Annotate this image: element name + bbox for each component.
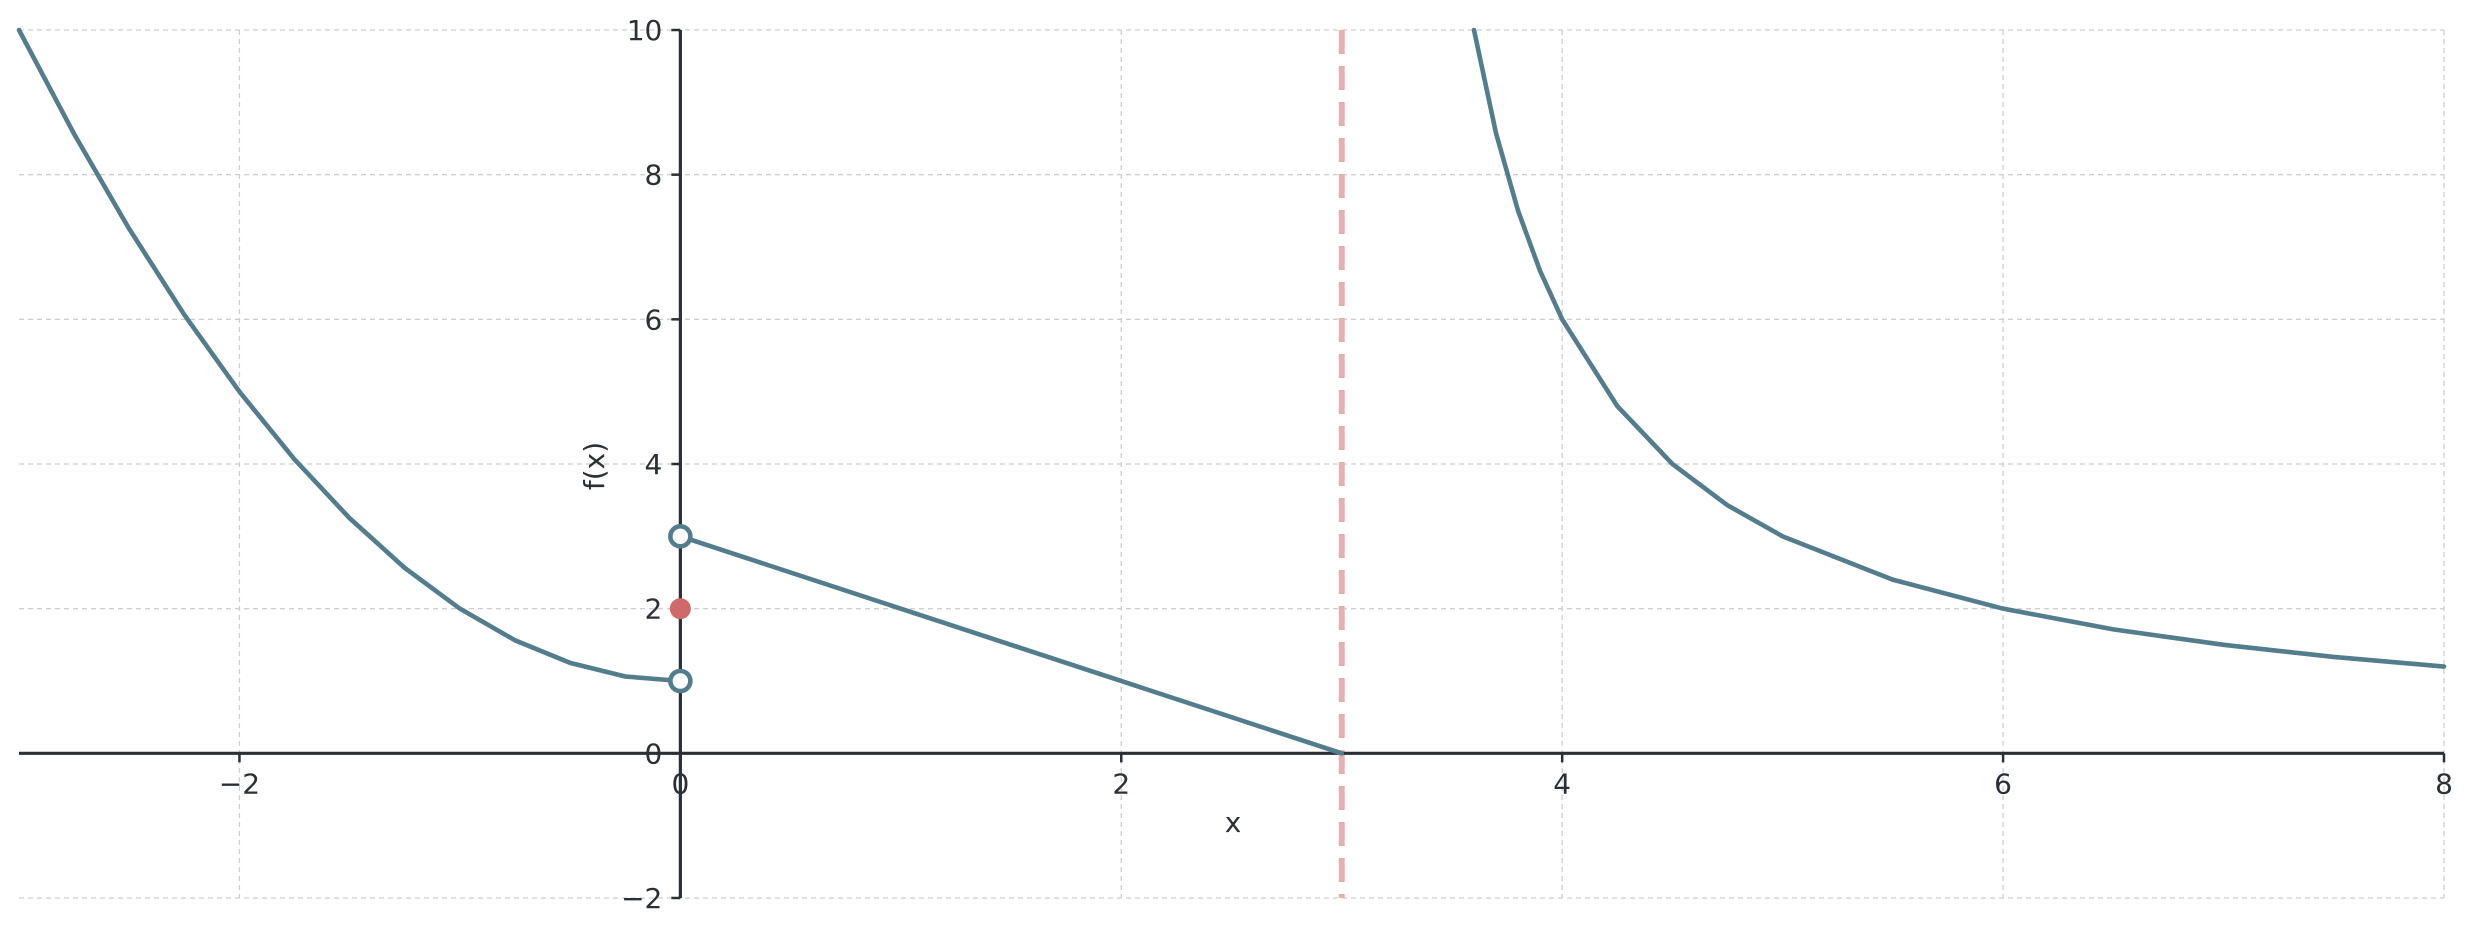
- y-tick-label: 2: [645, 593, 663, 626]
- filled-point: [669, 598, 691, 620]
- y-tick-label: 10: [627, 14, 663, 47]
- open-point: [668, 524, 693, 549]
- tick-labels: −2 0 2 4 6 8 −2 0 2 4 6 8 10: [219, 14, 2453, 915]
- y-tick-label: 6: [645, 303, 663, 336]
- open-point: [668, 668, 693, 694]
- series-line-2: [678, 534, 1345, 756]
- y-tick-label: 4: [645, 448, 663, 481]
- x-tick-label: 2: [1112, 767, 1130, 800]
- series-layer: [16, 27, 2447, 756]
- series-line-1: [16, 27, 683, 684]
- grid: [19, 29, 2445, 899]
- x-axis-label: x: [1225, 806, 1242, 839]
- x-tick-label: 8: [2435, 767, 2453, 800]
- y-tick-label: 8: [645, 159, 663, 192]
- x-tick-label: 4: [1553, 767, 1571, 800]
- axes: [19, 28, 2446, 900]
- x-tick-label: 6: [1994, 767, 2012, 800]
- y-tick-label: −2: [621, 882, 662, 915]
- points-layer: [668, 524, 693, 694]
- y-tick-label: 0: [645, 737, 663, 770]
- x-tick-label: 0: [671, 767, 689, 800]
- x-tick-label: −2: [219, 767, 260, 800]
- series-line-3: [1471, 27, 2447, 669]
- y-axis-label: f(x): [578, 442, 611, 490]
